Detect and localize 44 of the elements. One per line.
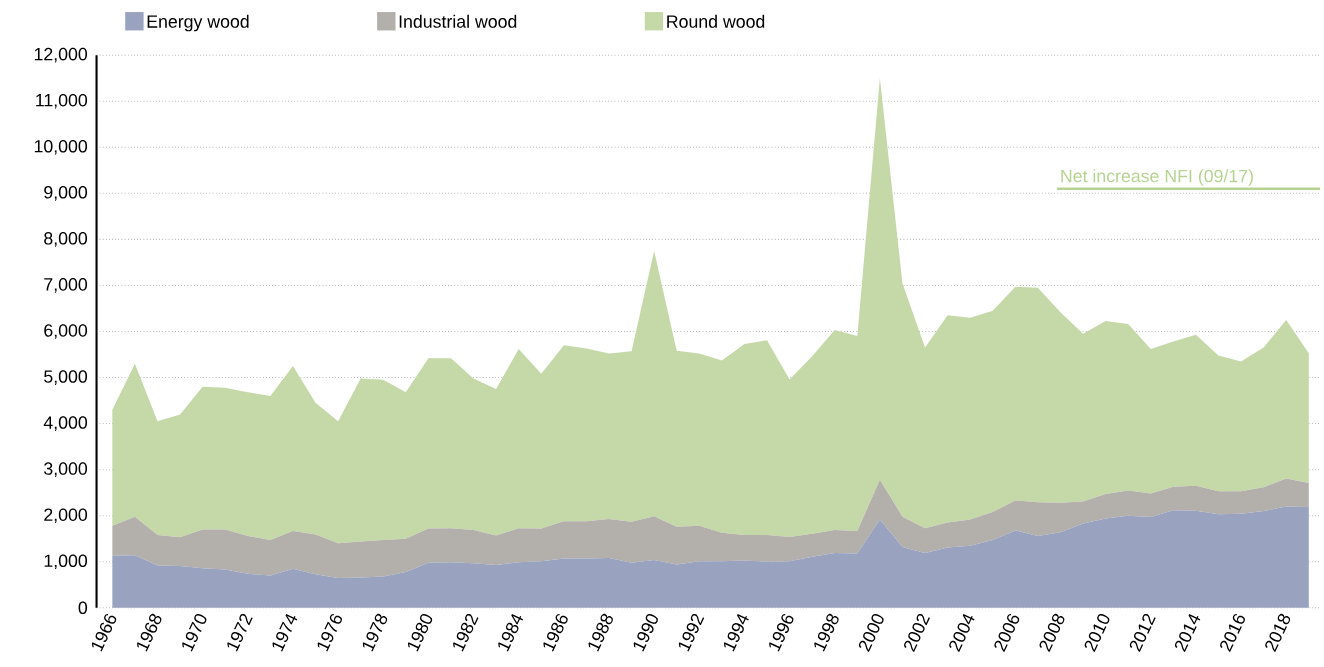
- x-tick-label: 2010: [1084, 614, 1110, 653]
- x-tick-label: 1972: [227, 613, 253, 652]
- y-tick-label: 10,000: [34, 139, 88, 155]
- y-tick-label: 5,000: [44, 370, 88, 385]
- x-tick-label: 1974: [272, 614, 298, 652]
- x-tick-label: 1966: [91, 613, 117, 652]
- x-tick-label: 2008: [1039, 613, 1065, 653]
- x-tick-label: 1990: [633, 614, 658, 652]
- x-tick-label: 1978: [362, 613, 388, 652]
- y-tick-label: 6,000: [44, 324, 88, 339]
- x-tick-label: 1980: [407, 614, 433, 652]
- y-tick-label: 0: [78, 601, 88, 615]
- x-tick-label: 2000: [858, 614, 884, 653]
- x-tick-label: 1998: [814, 613, 839, 652]
- y-tick-label: 8,000: [44, 232, 88, 247]
- x-tick-label: 1968: [137, 613, 162, 652]
- x-tick-label: 1976: [317, 613, 342, 652]
- x-tick-label: 2004: [949, 614, 975, 653]
- x-tick-label: 2014: [1174, 614, 1201, 653]
- x-tick-label: 1996: [769, 613, 794, 652]
- y-tick-label: 11,000: [36, 93, 88, 109]
- x-tick-label: 2018: [1265, 613, 1291, 653]
- ref-line-label: Net increase NFI (09/17): [1061, 169, 1253, 186]
- y-tick-label: 4,000: [43, 416, 88, 431]
- y-tick-label: 3,000: [44, 462, 88, 478]
- x-tick-label: 2012: [1129, 613, 1156, 653]
- y-tick-label: 9,000: [44, 186, 88, 201]
- x-tick-label: 1970: [182, 614, 207, 652]
- x-tick-label: 1984: [498, 614, 524, 652]
- legend-label: Energy wood: [147, 14, 249, 32]
- y-tick-label: 2,000: [44, 508, 88, 524]
- legend-label: Round wood: [667, 14, 765, 28]
- x-tick-label: 2016: [1220, 613, 1245, 653]
- x-tick-label: 2002: [904, 613, 930, 653]
- x-tick-label: 1994: [723, 614, 749, 652]
- x-tick-label: 1986: [543, 613, 568, 652]
- x-tick-label: 1992: [678, 613, 705, 652]
- x-tick-label: 1982: [453, 613, 479, 652]
- x-tick-label: 1988: [588, 613, 613, 652]
- y-tick-label: 12,000: [34, 47, 88, 63]
- legend-label: Industrial wood: [399, 14, 517, 28]
- x-tick-label: 2006: [994, 613, 1020, 653]
- y-tick-label: 1,000: [44, 554, 88, 570]
- y-tick-label: 7,000: [44, 278, 88, 293]
